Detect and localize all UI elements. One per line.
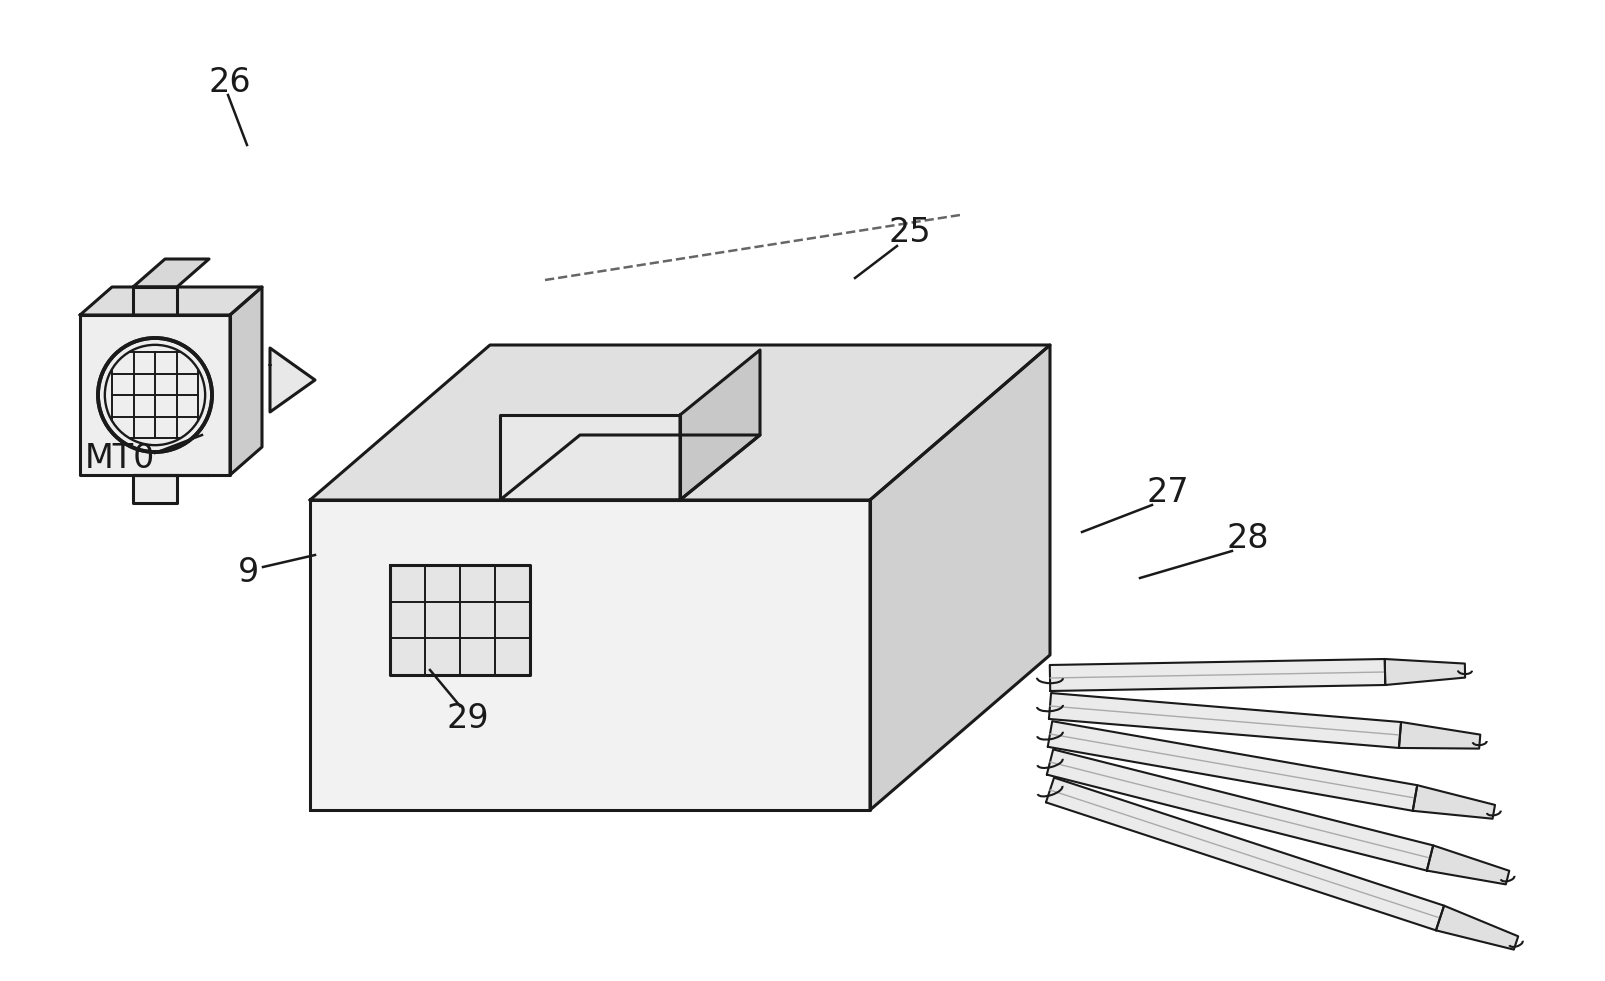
Text: MT0: MT0: [85, 441, 156, 475]
Polygon shape: [80, 315, 230, 475]
Text: 28: 28: [1226, 522, 1270, 554]
Polygon shape: [270, 348, 315, 412]
Polygon shape: [1400, 722, 1480, 749]
Polygon shape: [1048, 721, 1417, 811]
Text: 9: 9: [238, 556, 258, 590]
Polygon shape: [310, 345, 1050, 500]
Polygon shape: [230, 287, 262, 475]
Polygon shape: [133, 259, 209, 287]
Polygon shape: [133, 287, 177, 315]
Text: 25: 25: [889, 216, 931, 248]
Text: 27: 27: [1146, 476, 1189, 508]
Polygon shape: [1412, 785, 1494, 819]
Polygon shape: [1427, 846, 1509, 885]
Polygon shape: [80, 287, 262, 315]
Text: 26: 26: [209, 66, 252, 98]
Polygon shape: [1385, 659, 1465, 685]
Polygon shape: [1046, 749, 1433, 870]
Polygon shape: [1050, 693, 1401, 748]
Polygon shape: [870, 345, 1050, 810]
Polygon shape: [1436, 905, 1518, 950]
Polygon shape: [310, 500, 870, 810]
Polygon shape: [501, 435, 761, 500]
Polygon shape: [133, 475, 177, 503]
Polygon shape: [1046, 778, 1444, 930]
Polygon shape: [390, 565, 530, 675]
Polygon shape: [1050, 659, 1385, 691]
Polygon shape: [681, 350, 761, 500]
Polygon shape: [501, 415, 681, 500]
Text: 29: 29: [446, 701, 490, 735]
